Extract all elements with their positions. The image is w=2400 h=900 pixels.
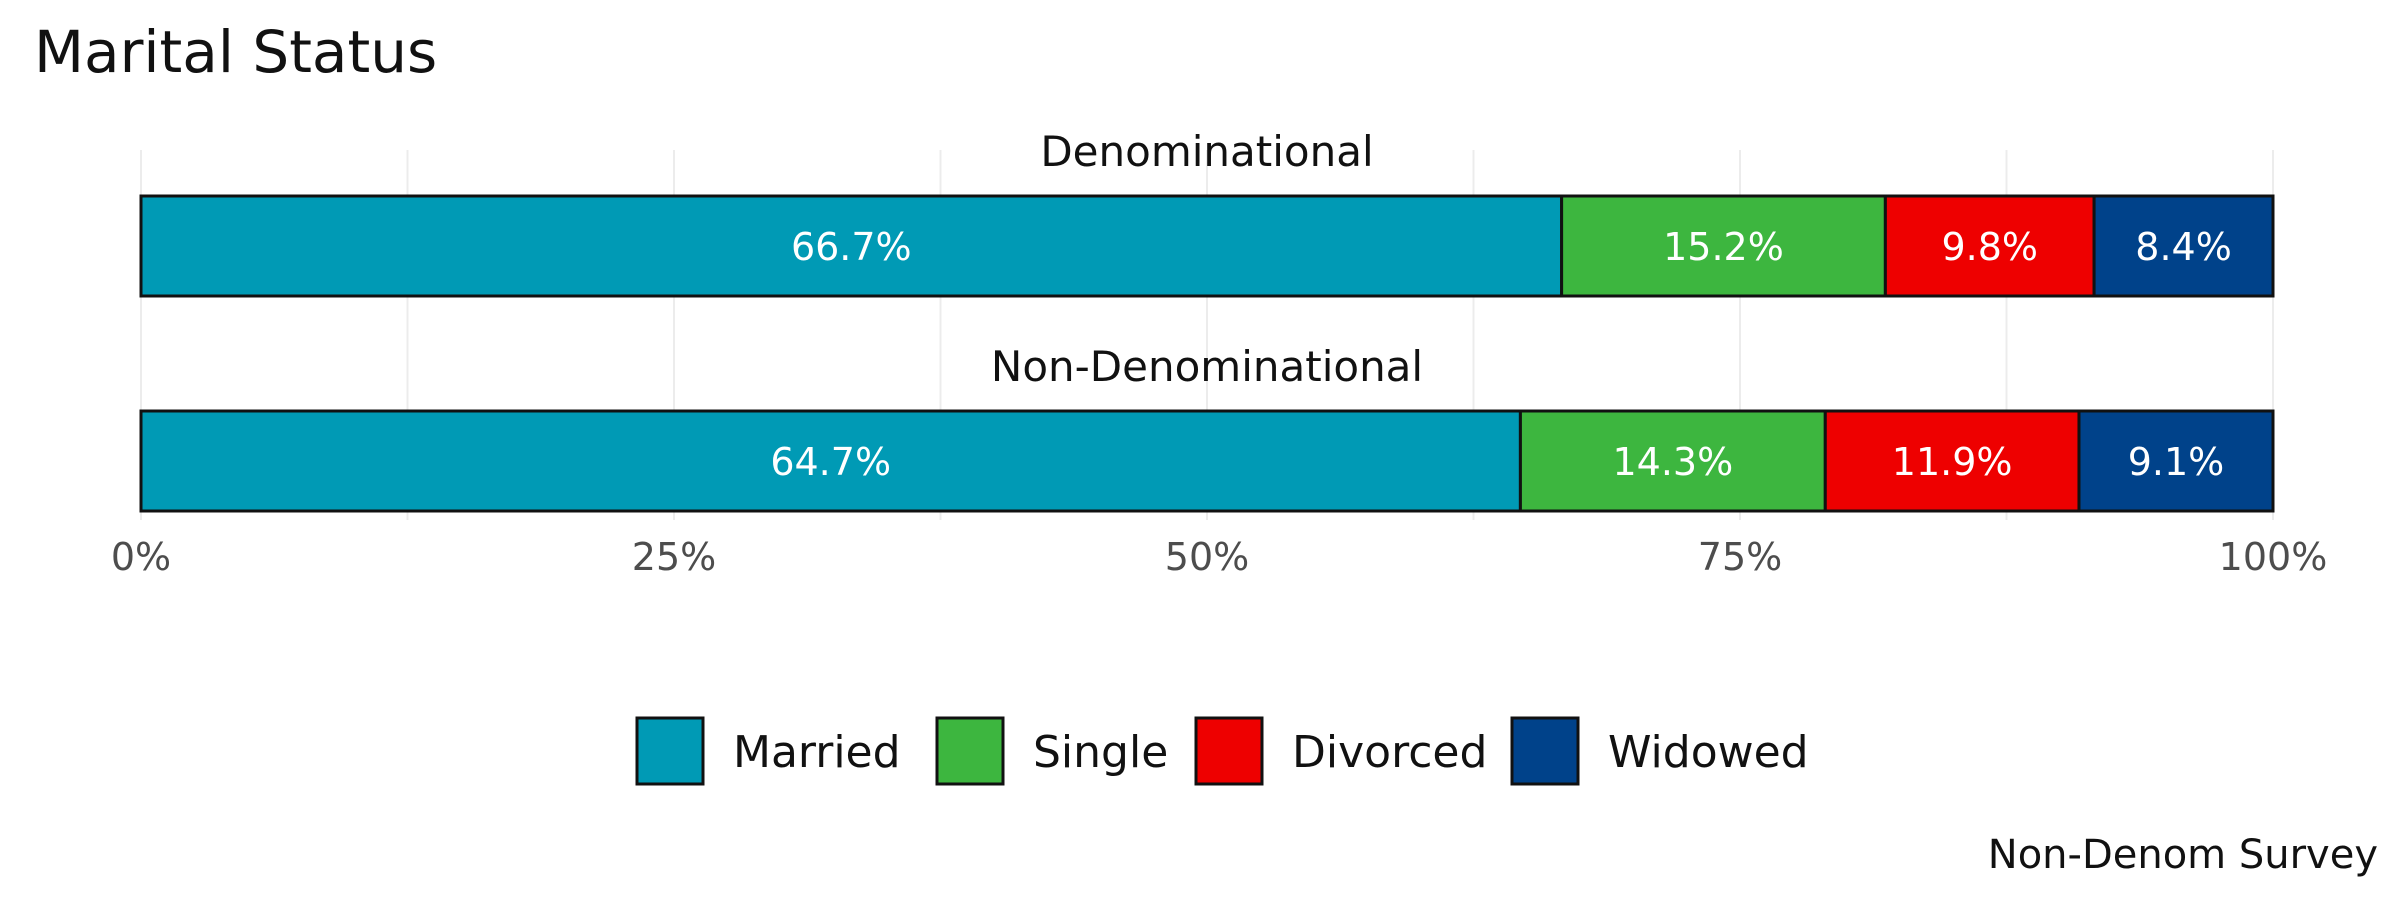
legend-swatch-divorced	[1194, 716, 1264, 786]
data-label: 14.3%	[1612, 440, 1733, 484]
data-label: 9.8%	[1941, 225, 2038, 269]
data-label: 66.7%	[791, 225, 912, 269]
bar-segment-widowed	[2077, 409, 2275, 513]
legend-swatch-widowed	[1510, 716, 1580, 786]
bar-segment-divorced	[1823, 409, 2081, 513]
data-label: 11.9%	[1892, 440, 2013, 484]
x-tick-label: 100%	[2219, 535, 2328, 579]
bar-segment-married	[139, 194, 1564, 298]
data-label: 64.7%	[770, 440, 891, 484]
x-tick-label: 75%	[1698, 535, 1782, 579]
x-tick-label: 25%	[632, 535, 716, 579]
bar-segment-single	[1518, 409, 1827, 513]
legend: Married Single Divorced Widowed	[635, 716, 1809, 786]
stacked-bars: Denominational 66.7% 15.2% 9.8% 8.4% Non-Deno…	[139, 127, 2275, 513]
facet-label: Denominational	[1040, 127, 1373, 176]
bar-segment-widowed	[2092, 194, 2275, 298]
data-label: 9.1%	[2128, 440, 2225, 484]
legend-swatch-single	[935, 716, 1005, 786]
bar-segment-married	[139, 409, 1522, 513]
legend-swatch-married	[635, 716, 705, 786]
x-axis-ticks: 0% 25% 50% 75% 100%	[111, 535, 2327, 579]
legend-label: Married	[733, 727, 901, 778]
data-label: 15.2%	[1663, 225, 1784, 269]
x-tick-label: 0%	[111, 535, 171, 579]
facet-label: Non-Denominational	[991, 342, 1423, 391]
legend-label: Widowed	[1608, 727, 1809, 778]
data-label: 8.4%	[2135, 225, 2232, 269]
x-tick-label: 50%	[1165, 535, 1249, 579]
legend-label: Divorced	[1292, 727, 1487, 778]
chart-caption: Non-Denom Survey	[1988, 832, 2378, 878]
legend-label: Single	[1033, 727, 1168, 778]
chart-title: Marital Status	[34, 18, 437, 86]
